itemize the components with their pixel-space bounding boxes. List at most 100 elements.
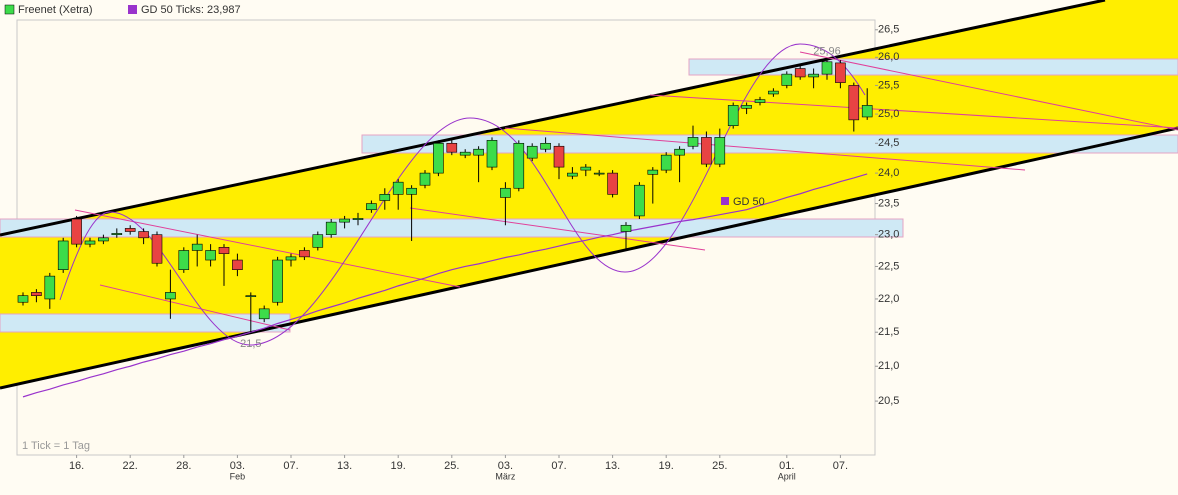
- x-tick-label: 07.: [833, 460, 848, 472]
- x-month-label: März: [495, 471, 515, 481]
- candle-body: [754, 99, 766, 103]
- candle-body: [124, 228, 136, 232]
- candle-body: [366, 203, 377, 211]
- legend-label: GD 50 Ticks: 23,987: [141, 4, 241, 16]
- candle-body: [567, 172, 578, 177]
- candle-body: [701, 137, 712, 165]
- candle-body: [339, 218, 350, 223]
- candle-body: [607, 172, 618, 195]
- moving-average: [22, 173, 868, 398]
- candle-body: [433, 142, 444, 174]
- cycle-curve: [59, 43, 866, 346]
- helper-line: [649, 94, 1178, 129]
- candle-body: [500, 187, 511, 198]
- candle-body: [205, 250, 216, 261]
- candle-body: [727, 105, 739, 126]
- candle-body: [486, 140, 498, 168]
- candle-body: [620, 224, 632, 232]
- y-tick-label: 24,0: [878, 167, 899, 179]
- helper-line: [504, 127, 1026, 171]
- candle-body: [687, 137, 699, 147]
- y-tick-label: 22,5: [878, 260, 899, 272]
- y-tick-label: 23,5: [878, 197, 899, 209]
- candle-body: [44, 275, 56, 300]
- x-tick-label: 01.: [779, 460, 794, 472]
- y-tick-label: 26,0: [878, 51, 899, 63]
- zone: [0, 218, 904, 238]
- candle-body: [861, 105, 873, 118]
- candle-body: [151, 234, 163, 264]
- candle-body: [446, 142, 458, 153]
- candle-body: [419, 172, 431, 186]
- candle-body: [406, 187, 417, 195]
- candle-body: [57, 240, 69, 270]
- x-tick-label: 25.: [444, 460, 459, 472]
- candle-body: [165, 292, 176, 300]
- candle-body: [232, 259, 243, 270]
- candle-body: [634, 184, 645, 217]
- helper-line: [799, 51, 1178, 131]
- candle-body: [245, 295, 257, 297]
- candle-body: [540, 142, 551, 150]
- x-tick-label: 19.: [391, 460, 406, 472]
- channel-lower: [0, 126, 1178, 390]
- candle-body: [299, 250, 310, 258]
- helper-line: [99, 284, 291, 331]
- zones: [0, 58, 1178, 333]
- candle-body: [98, 237, 109, 242]
- legend-swatch: [128, 5, 137, 14]
- x-month-label: April: [778, 471, 796, 481]
- y-tick-label: 25,5: [878, 79, 899, 91]
- candle-body: [392, 181, 404, 195]
- candle-body: [674, 148, 685, 156]
- candle-body: [781, 73, 793, 86]
- candle-body: [31, 292, 42, 296]
- candle-body: [647, 169, 659, 175]
- channel-upper: [0, 0, 1106, 237]
- candle-body: [17, 295, 29, 303]
- x-tick-label: 03.: [230, 460, 245, 472]
- candle-body: [352, 218, 364, 220]
- ma-label: GD 50: [733, 196, 765, 208]
- annotation: 21,5: [240, 338, 261, 350]
- candle-body: [285, 256, 297, 261]
- candle-body: [218, 246, 230, 254]
- candle-body: [325, 221, 337, 235]
- y-tick-label: 25,0: [878, 108, 899, 120]
- y-tick-label: 24,5: [878, 137, 899, 149]
- candle-body: [821, 61, 833, 75]
- candle-body: [312, 234, 324, 248]
- candle-body: [513, 142, 525, 189]
- x-tick-label: 22.: [123, 460, 138, 472]
- helper-line: [74, 209, 461, 288]
- y-tick-label: 21,0: [878, 360, 899, 372]
- candle-body: [473, 148, 484, 156]
- candle-body: [71, 218, 82, 245]
- candle-body: [593, 172, 605, 175]
- legend-label: Freenet (Xetra): [18, 4, 93, 16]
- annotation: 25,96: [813, 45, 841, 57]
- candle-body: [272, 259, 283, 303]
- y-tick-label: 20,5: [878, 395, 899, 407]
- candle-body: [660, 154, 672, 171]
- candle-body: [580, 166, 592, 171]
- candle-body: [848, 85, 860, 121]
- y-tick-label: 23,0: [878, 229, 899, 241]
- candle-body: [138, 231, 149, 239]
- legend-swatch: [4, 4, 15, 15]
- ma-label-swatch: [721, 197, 729, 205]
- x-tick-label: 13.: [605, 460, 620, 472]
- candle-body: [808, 73, 819, 78]
- x-tick-label: 28.: [176, 460, 191, 472]
- y-tick-label: 21,5: [878, 326, 899, 338]
- x-tick-label: 13.: [337, 460, 352, 472]
- helper-lines: [74, 51, 1178, 331]
- candle-body: [794, 68, 806, 78]
- candle-body: [258, 308, 270, 320]
- marks: [17, 59, 873, 398]
- candle-body: [768, 90, 779, 95]
- x-tick-label: 16.: [69, 460, 84, 472]
- x-tick-label: 07.: [283, 460, 298, 472]
